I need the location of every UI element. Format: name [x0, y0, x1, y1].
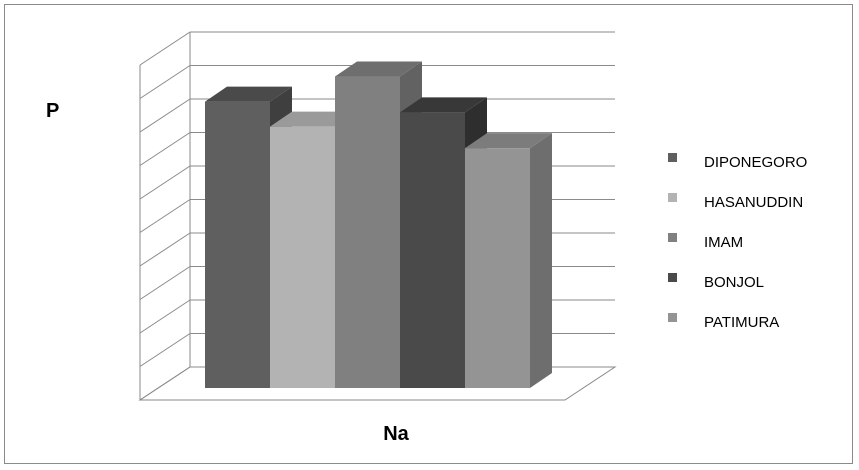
bar-top — [205, 86, 292, 102]
legend-item: BONJOL — [668, 273, 764, 291]
legend-swatch — [668, 153, 677, 162]
bar-front — [205, 101, 270, 388]
gridline-side — [139, 31, 191, 66]
legend-swatch — [668, 233, 677, 242]
gridline-side — [139, 333, 191, 367]
gridline-side — [139, 299, 191, 334]
legend-item: PATIMURA — [668, 313, 779, 331]
legend-swatch — [668, 273, 677, 282]
legend-swatch — [668, 193, 677, 202]
legend-item: DIPONEGORO — [668, 153, 807, 171]
legend-swatch — [668, 313, 677, 322]
gridline-side — [139, 366, 191, 401]
bar-top — [400, 97, 487, 113]
bar-front — [270, 126, 335, 388]
bar — [465, 133, 552, 388]
legend-label: PATIMURA — [704, 314, 779, 331]
legend-label: IMAM — [704, 234, 743, 251]
legend-label: DIPONEGORO — [704, 154, 807, 171]
bar-top — [465, 133, 552, 149]
x-axis-label: Na — [383, 423, 409, 445]
gridline-side — [139, 65, 191, 99]
legend-item: IMAM — [668, 233, 743, 251]
y-axis-label: P — [46, 100, 59, 122]
legend-item: HASANUDDIN — [668, 193, 803, 211]
gridline-side — [139, 132, 191, 166]
legend-label: HASANUDDIN — [704, 194, 803, 211]
bar-front — [400, 112, 465, 388]
gridline-side — [139, 232, 191, 267]
bar-top — [335, 61, 422, 77]
bar-side — [530, 133, 552, 388]
bar-front — [465, 148, 530, 388]
gridline-side — [139, 199, 191, 233]
chart-legend: DIPONEGORO HASANUDDIN IMAM BONJOL PATIMURA — [668, 153, 807, 331]
legend-label: BONJOL — [704, 274, 764, 291]
gridline-side — [139, 266, 191, 300]
bar-front — [335, 76, 400, 388]
chart-bars — [205, 61, 552, 388]
gridline-side — [139, 98, 191, 133]
gridline-side — [139, 165, 191, 200]
